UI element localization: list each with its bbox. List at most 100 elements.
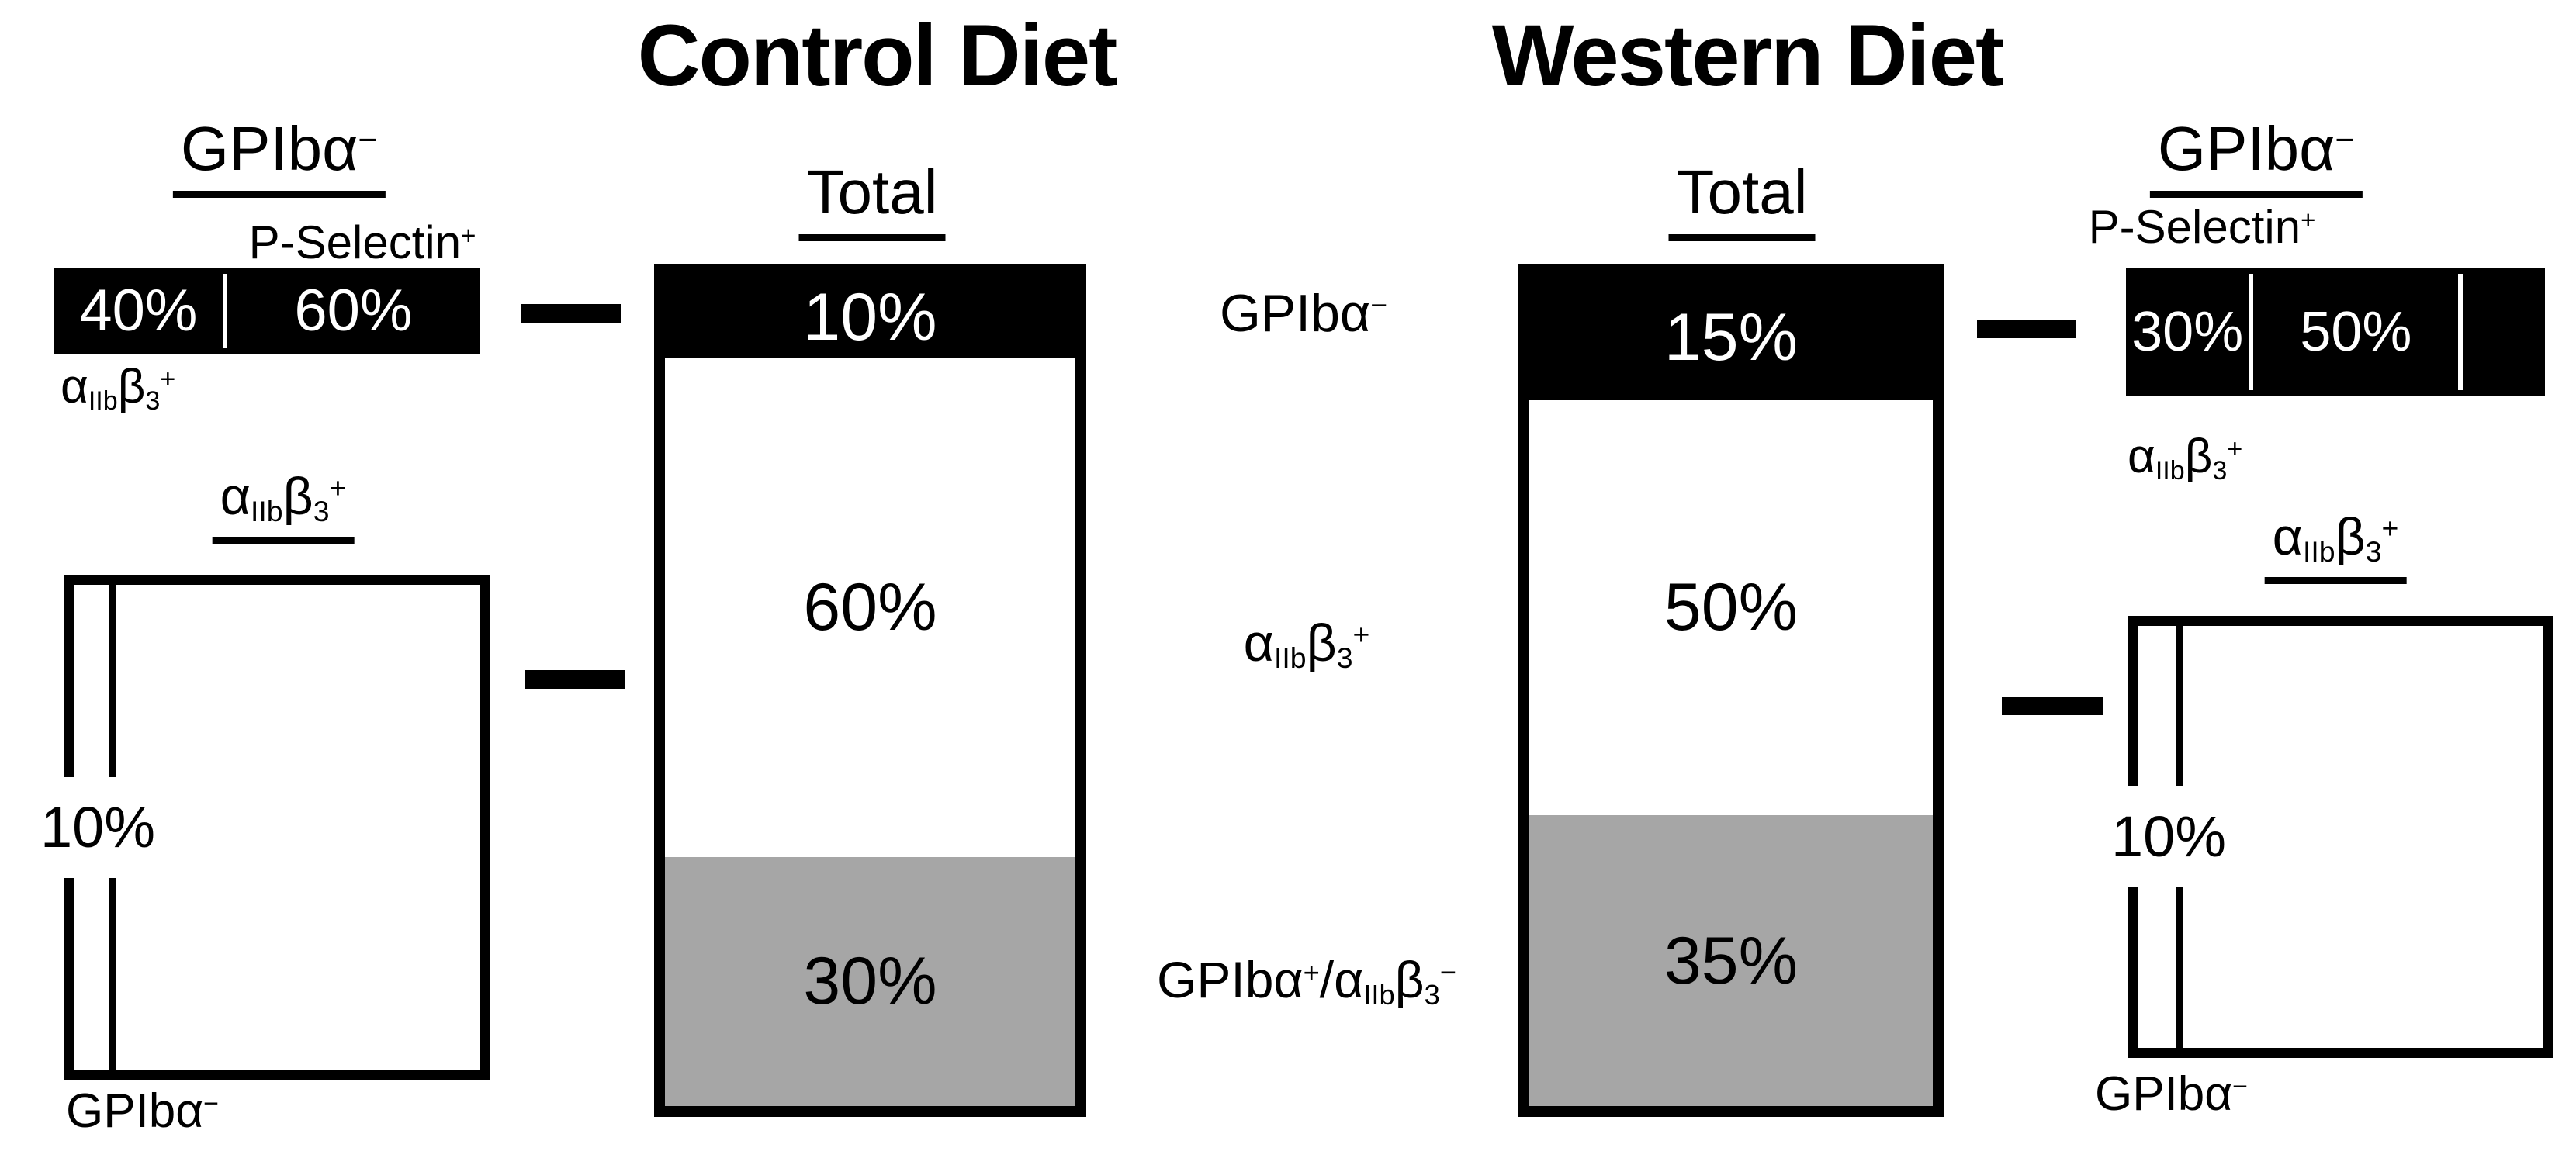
square-pct-value: 10% [2111, 804, 2227, 869]
three-subscript: 3 [2365, 535, 2382, 569]
western-aiibb3-square: 10% [2108, 616, 2553, 1058]
iib-subscript: IIb [88, 385, 118, 416]
breakout-segment-remainder [2463, 268, 2545, 396]
p-selectin-text: P-Selectin [2088, 201, 2301, 253]
gpiba-neg-label-left-square: GPIbα− [66, 1087, 219, 1136]
segment-divider [2249, 274, 2254, 390]
beta-text: β [1306, 614, 1337, 672]
three-subscript: 3 [145, 385, 161, 416]
control-total-bar: 10% 60% 30% [654, 264, 1086, 1117]
aiibb3-pos-label-right-bar: αIIbβ3+ [2128, 430, 2243, 484]
segment-value: 35% [1664, 923, 1799, 998]
plus-superscript: + [2301, 205, 2316, 234]
breakout-segment-pselectin: 60% [227, 268, 480, 354]
breakout-segment-aiibb3: 30% [2126, 268, 2249, 396]
minus-superscript: − [358, 120, 379, 159]
control-gpiba-breakout-bar: 40% 60% [54, 268, 480, 354]
minus-superscript: − [1370, 289, 1388, 322]
square-pct-label: 10% [37, 777, 159, 878]
iib-subscript: IIb [1273, 641, 1307, 675]
segment-value: 50% [1664, 570, 1799, 645]
three-subscript: 3 [313, 495, 330, 528]
total-text: Total [798, 161, 946, 241]
square-pct-value: 10% [40, 795, 156, 859]
iib-subscript: IIb [2302, 535, 2335, 569]
alpha-text: α [2272, 507, 2303, 566]
plus-superscript: + [2381, 512, 2399, 545]
slash-text: / [1319, 951, 1335, 1008]
control-segment-gpiba-neg: 10% [665, 275, 1075, 359]
western-gpiba-breakout-bar: 30% 50% [2126, 268, 2545, 396]
beta-text: β [2184, 430, 2213, 483]
breakout-segment-aiibb3: 40% [54, 268, 223, 354]
connector-dash-control-aiibb3 [525, 670, 625, 689]
western-segment-gpiba-pos-aiibb3-neg: 35% [1529, 815, 1933, 1106]
gpiba-neg-label-right-square: GPIbα− [2095, 1070, 2248, 1118]
minus-superscript: − [2335, 120, 2356, 159]
western-diet-title: Western Diet [1491, 7, 2005, 104]
plus-superscript: + [1352, 618, 1370, 652]
p-selectin-text: P-Selectin [248, 216, 462, 268]
segment-divider [2458, 274, 2463, 390]
three-subscript: 3 [1424, 979, 1440, 1011]
alpha-text: α [61, 360, 88, 413]
total-text: Total [1668, 161, 1816, 241]
beta-text: β [117, 360, 146, 413]
connector-dash-western-gpiba [1977, 320, 2076, 338]
western-segment-aiibb3-pos: 50% [1529, 399, 1933, 816]
plus-superscript: + [1303, 956, 1320, 989]
three-subscript: 3 [2212, 455, 2228, 486]
iib-subscript: IIb [250, 495, 283, 528]
gpiba-text: GPIbα [66, 1084, 204, 1138]
control-aiibb3-square: 10% [37, 575, 490, 1080]
p-selectin-label-left: P-Selectin+ [249, 220, 476, 266]
western-total-bar: 15% 50% 35% [1518, 264, 1944, 1117]
gpiba-text: GPIbα [2095, 1067, 2233, 1121]
aiibb3-pos-heading-right: αIIbβ3+ [2264, 507, 2407, 584]
total-heading-western: Total [1668, 161, 1816, 241]
aiibb3-pos-label-left-bar: αIIbβ3+ [61, 360, 176, 414]
segment-divider [222, 274, 227, 348]
segment-value: 30% [803, 944, 937, 1019]
three-subscript: 3 [1336, 641, 1353, 675]
plus-superscript: + [329, 472, 347, 505]
plus-superscript: + [461, 220, 476, 250]
segment-value: 60% [803, 570, 937, 645]
gpiba-text: GPIbα [2157, 114, 2335, 183]
alpha-text: α [2128, 430, 2155, 483]
gpiba-neg-heading-right: GPIbα− [2149, 118, 2363, 198]
row-label-gpiba-neg: GPIbα− [1220, 287, 1387, 340]
segment-value: 10% [803, 279, 937, 354]
iib-subscript: IIb [1363, 979, 1395, 1011]
beta-text: β [1394, 951, 1425, 1008]
control-diet-title: Control Diet [637, 7, 1118, 104]
gpiba-text: GPIbα [180, 114, 358, 183]
control-segment-gpiba-pos-aiibb3-neg: 30% [665, 856, 1075, 1106]
iib-subscript: IIb [2155, 455, 2185, 486]
minus-superscript: − [203, 1089, 220, 1119]
aiibb3-pos-heading-left: αIIbβ3+ [212, 467, 355, 544]
row-label-gpiba-pos-aiibb3-neg: GPIbα+/αIIbβ3− [1157, 951, 1456, 1009]
alpha-text: α [220, 467, 251, 526]
plus-superscript: + [2227, 434, 2243, 465]
control-segment-aiibb3-pos: 60% [665, 358, 1075, 857]
square-pct-label: 10% [2108, 786, 2230, 887]
beta-text: β [2335, 507, 2366, 566]
alpha-text: α [1243, 614, 1274, 672]
p-selectin-label-right: P-Selectin+ [2089, 204, 2316, 251]
segment-value: 50% [2300, 301, 2412, 363]
segment-value: 40% [79, 278, 198, 344]
total-heading-control: Total [798, 161, 946, 241]
connector-dash-western-aiibb3 [2002, 697, 2103, 715]
alpha-text: α [1334, 951, 1364, 1008]
gpiba-text: GPIbα [1157, 951, 1304, 1008]
connector-dash-control-gpiba [521, 304, 621, 323]
minus-superscript: − [1439, 956, 1456, 989]
beta-text: β [282, 467, 313, 526]
gpiba-neg-heading-left: GPIbα− [172, 118, 386, 198]
row-label-aiibb3-pos: αIIbβ3+ [1243, 614, 1370, 672]
breakout-segment-pselectin: 50% [2253, 268, 2458, 396]
plus-superscript: + [160, 365, 176, 395]
minus-superscript: − [2232, 1072, 2249, 1102]
